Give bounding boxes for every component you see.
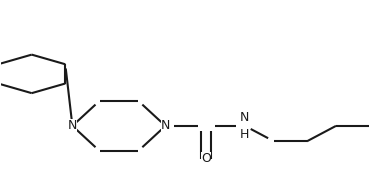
Text: N: N [68, 119, 77, 132]
Text: N: N [240, 111, 250, 124]
Text: H: H [240, 128, 250, 141]
Text: O: O [201, 152, 211, 165]
Text: N: N [161, 119, 170, 132]
